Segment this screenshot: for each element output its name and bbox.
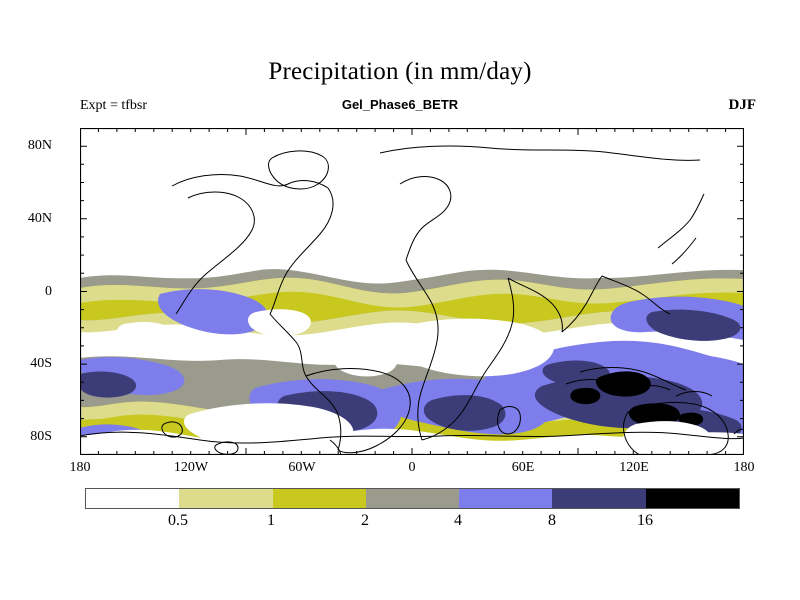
colorbar-swatch-6 <box>645 489 739 508</box>
map-svg <box>80 128 744 455</box>
y-tick-label-40s: 40S <box>30 356 52 371</box>
y-tick-label-80s: 80S <box>30 429 52 444</box>
x-tick-label-0: 0 <box>408 460 416 475</box>
x-tick-label-180w: 180 <box>69 460 91 475</box>
colorbar-swatch-5 <box>552 489 646 508</box>
x-tick-label-120e: 120E <box>619 460 649 475</box>
x-axis-ticks-top <box>80 128 744 135</box>
colorbar-label-8: 8 <box>548 512 556 529</box>
page-title: Precipitation (in mm/day) <box>268 58 532 85</box>
x-tick-label-180e: 180 <box>733 460 755 475</box>
colorbar-label-0p5: 0.5 <box>168 512 188 529</box>
colorbar-swatch-3 <box>365 489 460 508</box>
colorbar-swatch-0 <box>86 489 180 508</box>
experiment-label: Expt = tfbsr <box>80 98 147 113</box>
colorbar-swatch-1 <box>179 489 273 508</box>
colorbar-swatch-2 <box>272 489 366 508</box>
x-tick-label-60e: 60E <box>511 460 535 475</box>
x-axis-ticks <box>80 448 744 455</box>
y-axis-ticks <box>80 145 744 438</box>
y-tick-label-0: 0 <box>45 284 52 299</box>
coastlines <box>80 145 744 455</box>
precip-contour-bands <box>80 128 744 455</box>
colorbar-label-4: 4 <box>454 512 462 529</box>
colorbar-swatch-4 <box>459 489 553 508</box>
y-tick-label-80n: 80N <box>27 138 52 153</box>
y-tick-label-40n: 40N <box>27 211 52 226</box>
chart-subtitle: Gel_Phase6_BETR <box>341 97 459 112</box>
colorbar-label-2: 2 <box>361 512 369 529</box>
colorbar-label-16: 16 <box>637 512 653 529</box>
season-label: DJF <box>728 97 757 113</box>
x-tick-label-120w: 120W <box>173 460 209 475</box>
colorbar <box>85 488 740 509</box>
band-gt-16 <box>570 371 704 427</box>
colorbar-label-1: 1 <box>267 512 275 529</box>
x-tick-label-60w: 60W <box>288 460 316 475</box>
map-plot-area <box>80 128 744 455</box>
